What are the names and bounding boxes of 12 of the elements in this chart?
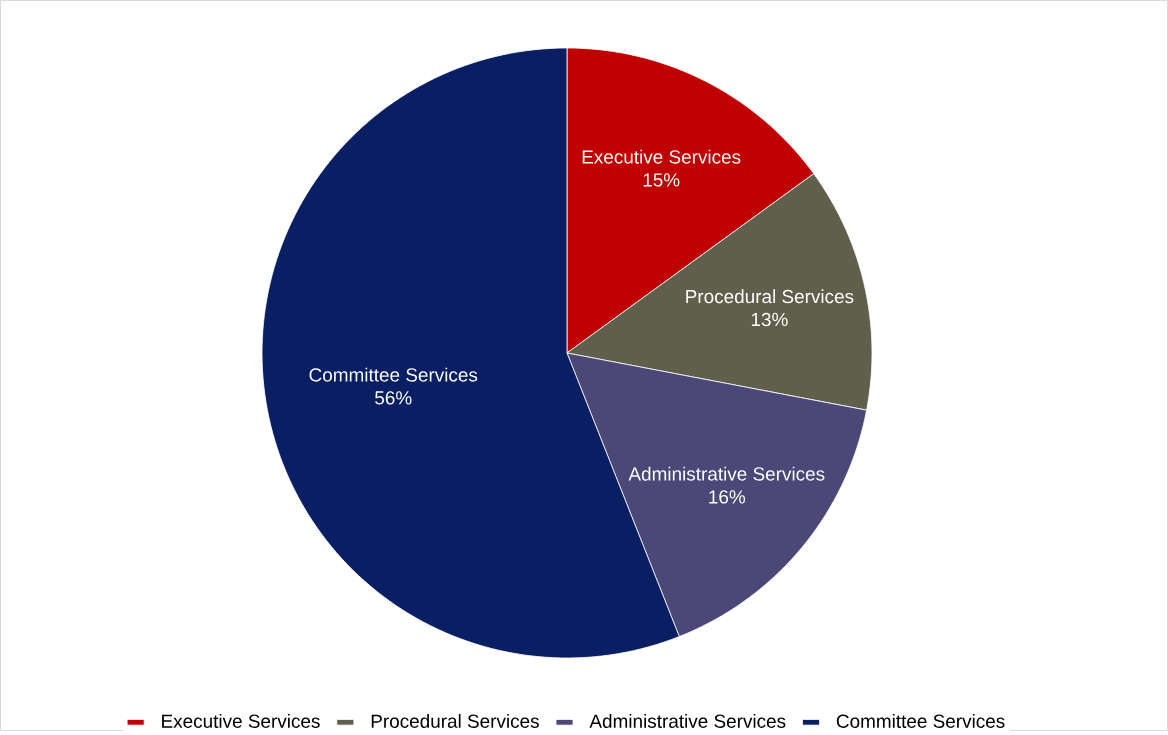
- slice-label: Committee Services: [309, 367, 478, 382]
- legend-label: Executive Services: [162, 714, 320, 729]
- data-label: 56%: [375, 391, 412, 405]
- data-label: 13%: [751, 312, 788, 327]
- legend-label: Procedural Services: [371, 714, 539, 729]
- data-label: 16%: [709, 490, 746, 504]
- slice-label: Procedural Services: [686, 289, 854, 304]
- data-label: 15%: [643, 173, 680, 187]
- legend-label: Administrative Services: [589, 714, 786, 729]
- legend-label: Committee Services: [836, 714, 1005, 729]
- slice-label: Administrative Services: [628, 466, 825, 481]
- slice-label: Executive Services: [582, 149, 741, 164]
